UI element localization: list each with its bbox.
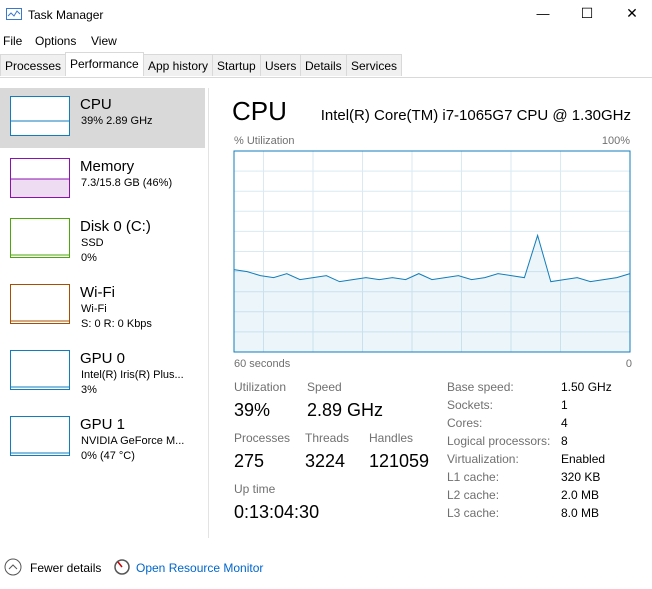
sidebar-line: Intel(R) Iris(R) Plus... [81, 369, 184, 381]
stat-label: Handles [369, 431, 414, 445]
app-icon [6, 8, 22, 20]
area [234, 235, 630, 352]
stat-value: 39% [234, 400, 271, 420]
stat-label: Up time [234, 482, 276, 496]
stat-label: Threads [305, 431, 350, 445]
cpu-model: Intel(R) Core(TM) i7-1065G7 CPU @ 1.30GH… [320, 107, 631, 124]
stat-value: 0:13:04:30 [234, 502, 320, 522]
maximize-button[interactable]: ☐ [580, 5, 594, 21]
sidebar-name: GPU 1 [80, 416, 126, 433]
menu-item[interactable]: Options [35, 34, 77, 48]
stat-label: Speed [307, 380, 342, 394]
divider [208, 88, 209, 538]
sidebar-name: Wi-Fi [80, 284, 115, 301]
stat-value: 2.89 GHz [307, 400, 384, 420]
sidebar-item[interactable]: Disk 0 (C:) SSD 0% [0, 210, 205, 270]
thumbnail [10, 96, 70, 136]
tab[interactable]: Performance [65, 52, 144, 76]
close-button[interactable]: ✕ [626, 5, 638, 21]
menu-bar: File Options View [0, 31, 652, 51]
detail-value: 1.50 GHz [561, 380, 612, 394]
sidebar-line: Wi-Fi [81, 303, 107, 315]
stat-value: 275 [234, 451, 265, 471]
stat-value: 121059 [369, 451, 430, 471]
sidebar-line: NVIDIA GeForce M... [81, 435, 185, 447]
detail-value: Enabled [561, 452, 606, 466]
detail-value: 8 [561, 434, 568, 448]
x-tick-label: 0 [626, 358, 632, 370]
detail-label: L3 cache: [447, 506, 500, 520]
tab-bar: Processes Performance App history Startup Us… [0, 52, 652, 78]
tab[interactable]: Processes [0, 54, 67, 76]
sidebar-name: CPU [80, 96, 112, 113]
tab[interactable]: Details [300, 54, 347, 76]
detail-label: L1 cache: [447, 470, 500, 484]
stat-value: 3224 [305, 451, 346, 471]
thumbnail-graph [11, 254, 69, 256]
sidebar-item[interactable]: GPU 0 Intel(R) Iris(R) Plus... 3% [0, 342, 205, 402]
thumbnail [10, 158, 70, 198]
menu-item[interactable]: File [3, 34, 23, 48]
detail-value: 320 KB [561, 470, 601, 484]
sidebar-item[interactable]: Wi-Fi Wi-Fi S: 0 R: 0 Kbps [0, 276, 205, 336]
sidebar-name: Memory [80, 158, 135, 175]
resource-monitor-icon[interactable] [114, 558, 132, 576]
sidebar-line: SSD [81, 237, 104, 249]
thumbnail-graph [11, 452, 69, 454]
detail-label: Sockets: [447, 398, 494, 412]
sidebar-item[interactable]: GPU 1 NVIDIA GeForce M... 0% (47 °C) [0, 408, 205, 468]
line [233, 233, 631, 283]
detail-value: 1 [561, 398, 568, 412]
detail-label: Base speed: [447, 380, 514, 394]
sidebar-line: 3% [81, 384, 97, 396]
title-bar: Task Manager — ☐ ✕ [0, 0, 652, 31]
detail-label: Cores: [447, 416, 483, 430]
detail-label: L2 cache: [447, 488, 500, 502]
cpu-graph: % Utilization 100% 60 seconds 0 [233, 135, 632, 370]
sidebar-item[interactable]: CPU 39% 2.89 GHz [0, 88, 205, 148]
tab[interactable]: App history [143, 54, 214, 76]
menu-item[interactable]: View [91, 34, 117, 48]
window-title: Task Manager [28, 8, 104, 22]
thumbnail [10, 284, 70, 324]
sidebar-line: 39% 2.89 GHz [81, 115, 153, 127]
tab[interactable]: Services [346, 54, 403, 76]
detail-label: Virtualization: [447, 452, 519, 466]
x-tick-label: 60 seconds [234, 358, 291, 370]
fewer-details[interactable]: Fewer details [30, 561, 102, 575]
thumbnail-graph [11, 386, 69, 388]
sidebar-line: 0% (47 °C) [81, 450, 135, 462]
sidebar-line: 0% [81, 252, 97, 264]
thumbnail [10, 218, 70, 258]
detail-label: Logical processors: [447, 434, 551, 448]
thumbnail-graph [11, 120, 69, 122]
y-tick-label: 100% [602, 135, 630, 147]
detail-value: 8.0 MB [561, 506, 600, 520]
sidebar-name: GPU 0 [80, 350, 126, 367]
minimize-button[interactable]: — [536, 6, 550, 21]
plot-border [233, 150, 631, 353]
tab[interactable]: Users [260, 54, 302, 76]
thumbnail [10, 350, 70, 390]
tab[interactable]: Startup [212, 54, 261, 76]
y-axis-label: % Utilization [234, 135, 295, 147]
perf-title: CPU [232, 96, 287, 126]
detail-value: 4 [561, 416, 568, 430]
thumbnail [10, 416, 70, 456]
open-resource-monitor[interactable]: Open Resource Monitor [136, 561, 264, 575]
fewer-details-icon[interactable] [4, 558, 24, 578]
sidebar-line: S: 0 R: 0 Kbps [81, 318, 152, 330]
thumbnail-graph [11, 320, 69, 322]
thumbnail-graph [11, 178, 69, 197]
stat-label: Processes [234, 431, 291, 445]
sidebar-item[interactable]: Memory 7.3/15.8 GB (46%) [0, 150, 205, 210]
sidebar-name: Disk 0 (C:) [80, 218, 151, 235]
stat-label: Utilization [234, 380, 287, 394]
detail-value: 2.0 MB [561, 488, 600, 502]
sidebar-line: 7.3/15.8 GB (46%) [81, 177, 173, 189]
